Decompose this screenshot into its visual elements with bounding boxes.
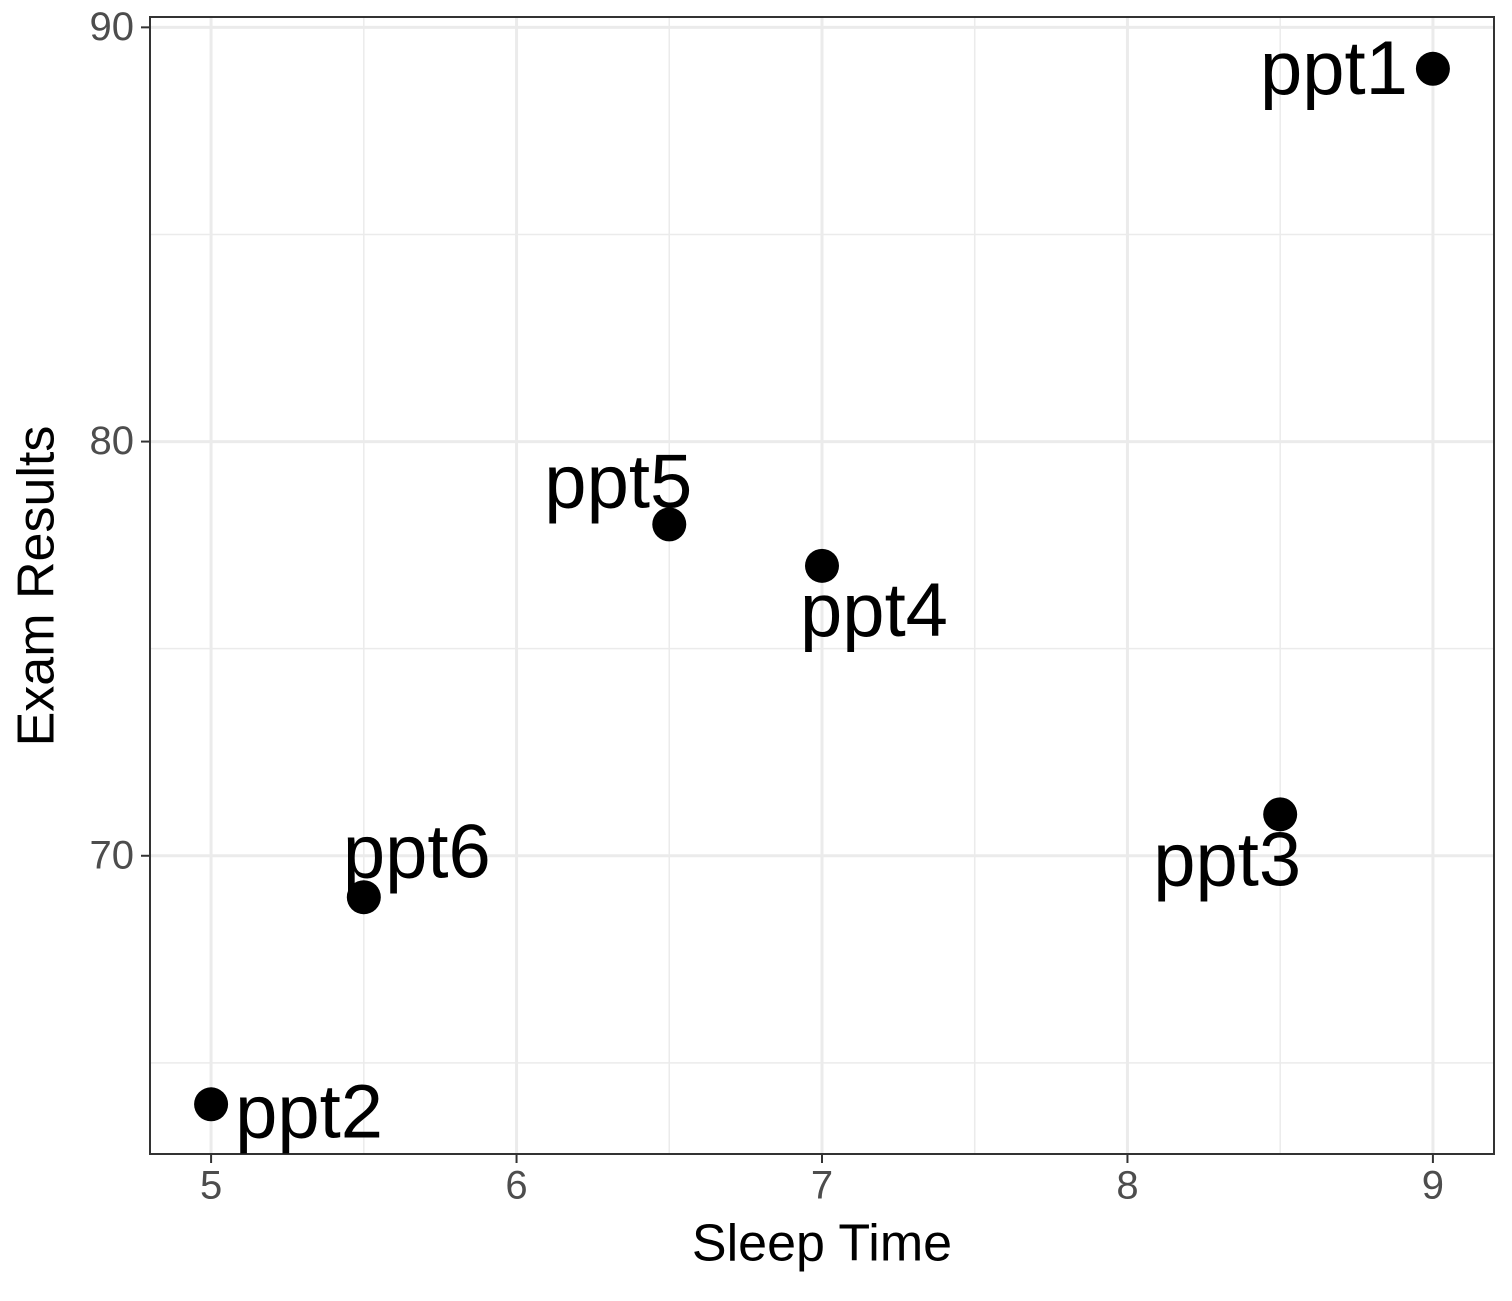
x-tick-label: 5 [200, 1164, 222, 1208]
point-label: ppt5 [544, 439, 692, 524]
y-tick-label: 70 [90, 833, 135, 877]
point [805, 548, 839, 583]
point [346, 880, 381, 915]
point-label: ppt3 [1153, 817, 1301, 902]
x-tick-label: 7 [811, 1164, 833, 1208]
point-label: ppt6 [343, 809, 491, 894]
plot-border [149, 16, 1495, 1155]
point-label: ppt2 [235, 1069, 383, 1154]
y-tick-label: 90 [90, 5, 135, 49]
x-tick-label: 6 [505, 1164, 527, 1208]
point-label: ppt4 [800, 568, 948, 653]
x-axis-title: Sleep Time [692, 1215, 952, 1273]
x-tick-label: 9 [1422, 1164, 1444, 1208]
y-tick-label: 80 [90, 419, 135, 463]
point [1415, 51, 1450, 86]
y-axis-title: Exam Results [8, 426, 66, 747]
point-label: ppt1 [1260, 26, 1408, 111]
point [1263, 797, 1298, 832]
x-tick-label: 8 [1116, 1164, 1138, 1208]
point [652, 507, 687, 542]
point [194, 1087, 229, 1122]
